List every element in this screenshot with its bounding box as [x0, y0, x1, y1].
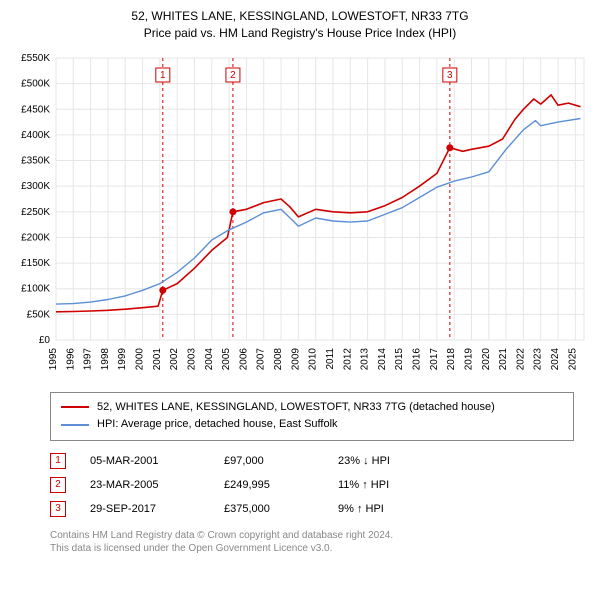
svg-text:2007: 2007 — [256, 347, 267, 370]
svg-text:£250K: £250K — [21, 206, 50, 217]
chart-container: £0 £50K £100K £150K £200K £250K £300K £350K £400… — [8, 52, 592, 382]
svg-text:2018: 2018 — [446, 347, 457, 370]
svg-text:2: 2 — [230, 70, 236, 81]
svg-text:1998: 1998 — [100, 347, 111, 370]
svg-text:1996: 1996 — [65, 347, 76, 370]
footnote-line-1: Contains HM Land Registry data © Crown c… — [50, 529, 574, 542]
sale-diff: 23% ↓ HPI — [338, 455, 438, 467]
svg-text:2008: 2008 — [273, 347, 284, 370]
svg-text:2013: 2013 — [360, 347, 371, 370]
svg-text:£400K: £400K — [21, 130, 50, 141]
svg-text:3: 3 — [447, 70, 453, 81]
svg-text:£150K: £150K — [21, 258, 50, 269]
legend-item-hpi: HPI: Average price, detached house, East… — [61, 416, 563, 434]
legend-swatch-hpi — [61, 424, 89, 426]
svg-text:2012: 2012 — [342, 347, 353, 370]
svg-text:1999: 1999 — [117, 347, 128, 370]
sales-table: 1 05-MAR-2001 £97,000 23% ↓ HPI 2 23-MAR… — [50, 449, 574, 521]
svg-text:1: 1 — [160, 70, 166, 81]
svg-text:2009: 2009 — [290, 347, 301, 370]
sale-date: 29-SEP-2017 — [90, 503, 200, 515]
chart-title-block: 52, WHITES LANE, KESSINGLAND, LOWESTOFT,… — [8, 8, 592, 42]
svg-text:£50K: £50K — [27, 309, 51, 320]
sale-price: £97,000 — [224, 455, 314, 467]
sale-date: 23-MAR-2005 — [90, 479, 200, 491]
svg-text:2006: 2006 — [238, 347, 249, 370]
legend-label-hpi: HPI: Average price, detached house, East… — [97, 416, 338, 434]
table-row: 2 23-MAR-2005 £249,995 11% ↑ HPI — [50, 473, 574, 497]
svg-text:£300K: £300K — [21, 181, 50, 192]
svg-text:2003: 2003 — [186, 347, 197, 370]
sale-marker-1: 1 — [50, 453, 66, 469]
svg-text:2005: 2005 — [221, 347, 232, 370]
legend-swatch-property — [61, 406, 89, 408]
sale-date: 05-MAR-2001 — [90, 455, 200, 467]
svg-text:£500K: £500K — [21, 78, 50, 89]
svg-text:2024: 2024 — [550, 347, 561, 370]
svg-text:2016: 2016 — [412, 347, 423, 370]
table-row: 3 29-SEP-2017 £375,000 9% ↑ HPI — [50, 497, 574, 521]
svg-text:1997: 1997 — [83, 347, 94, 370]
legend: 52, WHITES LANE, KESSINGLAND, LOWESTOFT,… — [50, 392, 574, 441]
footnote: Contains HM Land Registry data © Crown c… — [50, 529, 574, 555]
price-chart: £0 £50K £100K £150K £200K £250K £300K £350K £400… — [8, 52, 592, 382]
sale-price: £249,995 — [224, 479, 314, 491]
svg-text:2019: 2019 — [463, 347, 474, 370]
svg-text:2011: 2011 — [325, 347, 336, 369]
svg-text:2023: 2023 — [533, 347, 544, 370]
svg-text:2000: 2000 — [135, 347, 146, 370]
sale-marker-3: 3 — [50, 501, 66, 517]
title-line-2: Price paid vs. HM Land Registry's House … — [8, 25, 592, 42]
svg-text:£200K: £200K — [21, 232, 50, 243]
svg-text:1995: 1995 — [48, 347, 59, 370]
legend-item-property: 52, WHITES LANE, KESSINGLAND, LOWESTOFT,… — [61, 399, 563, 417]
svg-text:£350K: £350K — [21, 155, 50, 166]
sale-marker-2: 2 — [50, 477, 66, 493]
svg-text:2004: 2004 — [204, 347, 215, 370]
svg-text:2020: 2020 — [481, 347, 492, 370]
svg-text:2010: 2010 — [308, 347, 319, 370]
svg-text:2002: 2002 — [169, 347, 180, 370]
title-line-1: 52, WHITES LANE, KESSINGLAND, LOWESTOFT,… — [8, 8, 592, 25]
svg-text:£550K: £550K — [21, 53, 50, 64]
svg-text:2021: 2021 — [498, 347, 509, 370]
svg-text:£450K: £450K — [21, 104, 50, 115]
svg-text:£100K: £100K — [21, 283, 50, 294]
sale-price: £375,000 — [224, 503, 314, 515]
svg-text:2014: 2014 — [377, 347, 388, 370]
svg-text:2025: 2025 — [567, 347, 578, 370]
footnote-line-2: This data is licensed under the Open Gov… — [50, 542, 574, 555]
svg-text:2015: 2015 — [394, 347, 405, 370]
svg-text:2022: 2022 — [515, 347, 526, 370]
table-row: 1 05-MAR-2001 £97,000 23% ↓ HPI — [50, 449, 574, 473]
svg-text:£0: £0 — [39, 335, 51, 346]
sale-diff: 11% ↑ HPI — [338, 479, 438, 491]
sale-diff: 9% ↑ HPI — [338, 503, 438, 515]
svg-text:2017: 2017 — [429, 347, 440, 370]
svg-text:2001: 2001 — [152, 347, 163, 370]
legend-label-property: 52, WHITES LANE, KESSINGLAND, LOWESTOFT,… — [97, 399, 495, 417]
